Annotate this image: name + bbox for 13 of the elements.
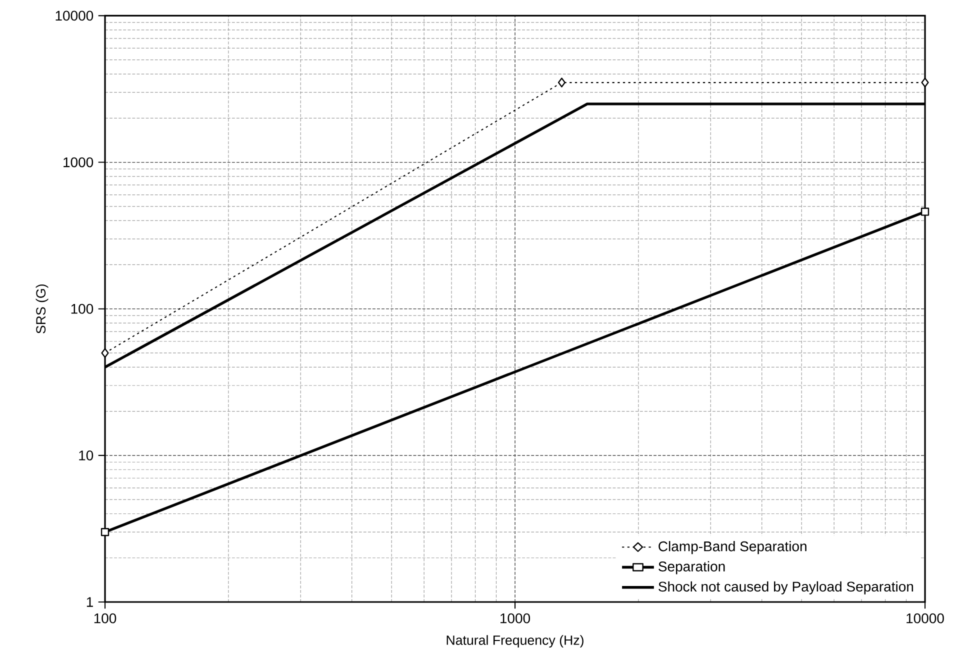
- y-axis-title: SRS (G): [36, 284, 48, 334]
- legend-label: Clamp-Band Separation: [658, 541, 806, 554]
- y-tick-label: 1000: [64, 157, 94, 168]
- legend-label: Shock not caused by Payload Separation: [658, 581, 914, 594]
- x-tick-label: 10000: [906, 613, 944, 624]
- legend-label: Separation: [658, 561, 725, 574]
- y-tick-label: 10: [79, 450, 94, 460]
- y-tick-label: 100: [71, 304, 94, 314]
- x-tick-label: 1000: [500, 613, 530, 624]
- x-tick-label: 100: [94, 613, 116, 624]
- x-axis-title: Natural Frequency (Hz): [446, 635, 584, 648]
- y-tick-label: 10000: [56, 10, 94, 21]
- y-tick-label: 1: [86, 597, 93, 607]
